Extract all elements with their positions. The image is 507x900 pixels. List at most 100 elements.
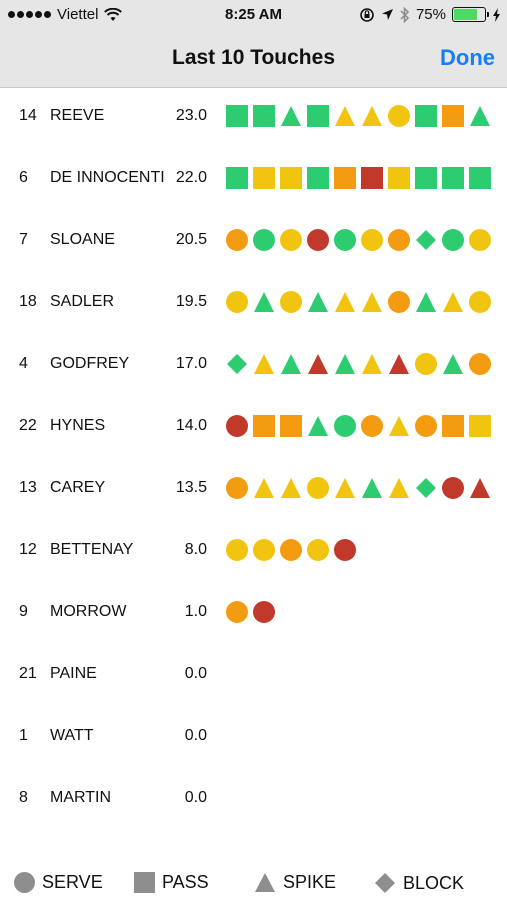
player-row[interactable]: 9 MORROW 1.0 — [0, 584, 507, 646]
spike-triangle-icon — [469, 105, 491, 127]
pass-square-icon — [253, 105, 275, 127]
pass-square-icon — [253, 167, 275, 189]
block-diamond-icon — [226, 353, 248, 375]
player-name: CAREY — [50, 479, 106, 496]
player-number: 6 — [19, 169, 28, 186]
spike-triangle-icon — [280, 477, 302, 499]
player-score: 0.0 — [184, 665, 207, 682]
legend-pass: PASS — [134, 872, 209, 893]
status-right: 75% — [359, 6, 501, 23]
spike-triangle-icon — [280, 353, 302, 375]
player-number: 22 — [19, 417, 37, 434]
pass-square-icon — [415, 105, 437, 127]
signal-strength-icon — [8, 11, 51, 18]
serve-circle-icon — [226, 601, 248, 623]
player-row[interactable]: 14 REEVE 23.0 — [0, 88, 507, 150]
player-number: 8 — [19, 789, 28, 806]
status-time: 8:25 AM — [225, 6, 282, 23]
done-button[interactable]: Done — [440, 45, 495, 70]
touch-sequence — [226, 105, 491, 129]
pass-square-icon — [415, 167, 437, 189]
pass-square-icon — [442, 167, 464, 189]
serve-circle-icon — [14, 872, 35, 893]
spike-triangle-icon — [442, 353, 464, 375]
serve-circle-icon — [226, 229, 248, 251]
spike-triangle-icon — [388, 353, 410, 375]
legend-block-label: BLOCK — [403, 872, 465, 893]
player-row[interactable]: 12 BETTENAY 8.0 — [0, 522, 507, 584]
serve-circle-icon — [226, 477, 248, 499]
location-arrow-icon — [381, 9, 393, 20]
serve-circle-icon — [334, 415, 356, 437]
player-name: DE INNOCENTI — [50, 169, 165, 186]
player-name: MORROW — [50, 603, 127, 620]
player-row[interactable]: 6 DE INNOCENTI 22.0 — [0, 150, 507, 212]
touch-sequence — [226, 477, 491, 501]
serve-circle-icon — [334, 229, 356, 251]
player-name: WATT — [50, 727, 94, 744]
bluetooth-icon — [400, 6, 410, 23]
spike-triangle-icon — [307, 415, 329, 437]
player-row[interactable]: 7 SLOANE 20.5 — [0, 212, 507, 274]
player-row[interactable]: 13 CAREY 13.5 — [0, 460, 507, 522]
battery-percent: 75% — [415, 6, 446, 23]
pass-square-icon — [334, 167, 356, 189]
serve-circle-icon — [442, 229, 464, 251]
player-row[interactable]: 22 HYNES 14.0 — [0, 398, 507, 460]
block-diamond-icon — [415, 229, 437, 251]
serve-circle-icon — [388, 105, 410, 127]
player-score: 17.0 — [175, 355, 207, 372]
player-number: 18 — [19, 293, 37, 310]
player-score: 0.0 — [184, 727, 207, 744]
touch-sequence — [226, 415, 491, 439]
player-name: BETTENAY — [50, 541, 134, 558]
spike-triangle-icon — [253, 353, 275, 375]
spike-triangle-icon — [361, 353, 383, 375]
player-row[interactable]: 18 SADLER 19.5 — [0, 274, 507, 336]
carrier-label: Viettel — [57, 6, 99, 23]
player-name: HYNES — [50, 417, 106, 434]
status-left: Viettel — [8, 6, 123, 23]
spike-triangle-icon — [334, 105, 356, 127]
player-number: 12 — [19, 541, 37, 558]
touch-sequence — [226, 353, 491, 377]
battery-icon — [452, 7, 489, 22]
player-score: 14.0 — [175, 417, 207, 434]
serve-circle-icon — [307, 539, 329, 561]
serve-circle-icon — [307, 477, 329, 499]
player-name: REEVE — [50, 107, 105, 124]
player-number: 14 — [19, 107, 37, 124]
pass-square-icon — [469, 415, 491, 437]
pass-square-icon — [469, 167, 491, 189]
player-row[interactable]: 8 MARTIN 0.0 — [0, 770, 507, 832]
spike-triangle-icon — [361, 105, 383, 127]
serve-circle-icon — [253, 229, 275, 251]
serve-circle-icon — [307, 229, 329, 251]
serve-circle-icon — [280, 539, 302, 561]
spike-triangle-icon — [361, 477, 383, 499]
serve-circle-icon — [442, 477, 464, 499]
spike-triangle-icon — [253, 291, 275, 313]
serve-circle-icon — [253, 601, 275, 623]
block-diamond-icon — [415, 477, 437, 499]
serve-circle-icon — [469, 229, 491, 251]
legend-pass-label: PASS — [162, 872, 209, 892]
player-row[interactable]: 1 WATT 0.0 — [0, 708, 507, 770]
player-row[interactable]: 4 GODFREY 17.0 — [0, 336, 507, 398]
serve-circle-icon — [469, 291, 491, 313]
serve-circle-icon — [361, 415, 383, 437]
status-bar: Viettel 8:25 AM 75% — [0, 0, 507, 30]
player-score: 0.0 — [184, 789, 207, 806]
pass-square-icon — [361, 167, 383, 189]
player-name: MARTIN — [50, 789, 112, 806]
pass-square-icon — [134, 872, 155, 893]
player-number: 13 — [19, 479, 37, 496]
player-number: 7 — [19, 231, 28, 248]
pass-square-icon — [442, 415, 464, 437]
player-row[interactable]: 21 PAINE 0.0 — [0, 646, 507, 708]
spike-triangle-icon — [307, 291, 329, 313]
serve-circle-icon — [469, 353, 491, 375]
serve-circle-icon — [361, 229, 383, 251]
spike-triangle-icon — [280, 105, 302, 127]
navigation-bar: Last 10 Touches Done — [0, 30, 507, 88]
